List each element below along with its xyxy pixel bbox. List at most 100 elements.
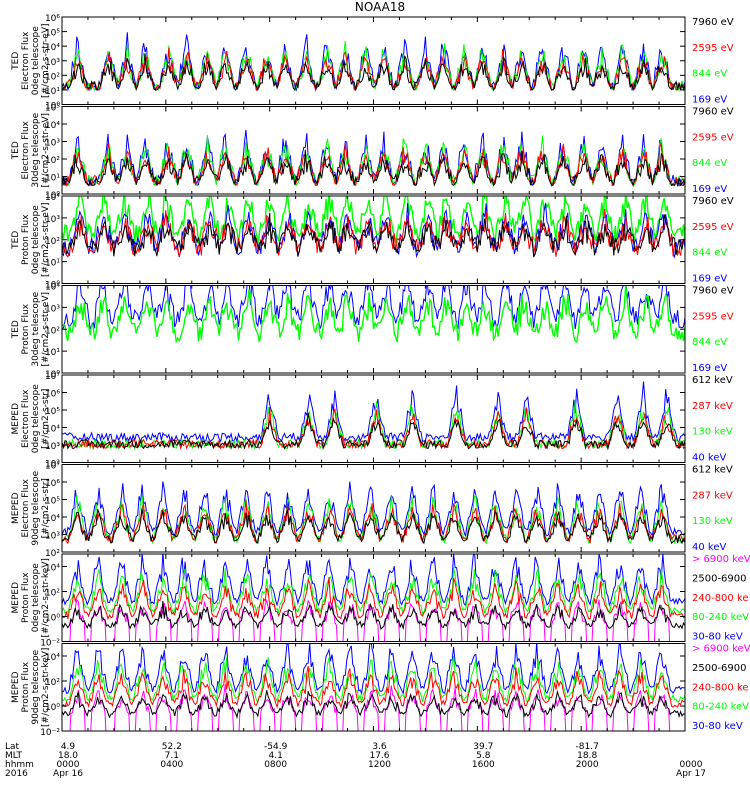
footer-tick-value: -54.9 bbox=[264, 742, 288, 752]
series-line bbox=[62, 499, 685, 545]
series-line bbox=[62, 285, 685, 344]
y-tick-label: 10² bbox=[45, 72, 60, 82]
y-tick-label: 10³ bbox=[45, 532, 60, 542]
panel-5: 10² 10³ 10⁴ 10⁵ 10⁶ 10⁷ MEPEDElectron Flux0deg… bbox=[11, 372, 733, 470]
legend-entry: > 6900 keV bbox=[692, 554, 750, 565]
y-tick-label: 10¹ bbox=[45, 174, 60, 184]
legend-entry: 80-240 keV bbox=[692, 612, 749, 623]
legend-entry: 169 eV bbox=[692, 184, 727, 195]
y-tick-label: 10⁶ bbox=[45, 390, 60, 400]
panel-8-series bbox=[62, 643, 685, 731]
legend-entry: 612 keV bbox=[692, 465, 733, 476]
y-tick-label: 10⁷ bbox=[45, 372, 60, 382]
y-axis-label: MEPEDProton Flux0deg telescope[#/cm2-s-s… bbox=[11, 558, 51, 637]
y-axis-label: TEDElectron Flux30deg telescope[#/cm2-s-… bbox=[11, 112, 51, 187]
y-tick-label: 10² bbox=[45, 589, 60, 599]
legend-entry: 612 keV bbox=[692, 375, 733, 386]
panel-6-series bbox=[62, 481, 685, 545]
y-axis-label-line: Electron Flux bbox=[21, 478, 31, 537]
y-axis-label-line: Proton Flux bbox=[21, 661, 31, 712]
y-tick-label: 10⁴ bbox=[45, 514, 60, 524]
y-axis-label-line: [#/cm2-s-str-keV] bbox=[41, 648, 51, 727]
series-line bbox=[62, 600, 685, 631]
y-axis-label-line: 90deg telescope bbox=[31, 649, 41, 724]
footer-row-label: Lat bbox=[5, 742, 20, 752]
y-axis-label-line: Proton Flux bbox=[21, 572, 31, 623]
footer-tick-value: 17.6 bbox=[369, 751, 389, 761]
y-axis-label-line: TED bbox=[11, 141, 21, 160]
y-axis-label: MEPEDProton Flux90deg telescope[#/cm2-s-… bbox=[11, 648, 51, 727]
legend-entry: 240-800 ke bbox=[692, 593, 749, 604]
footer-tick-value: 7.1 bbox=[165, 751, 179, 761]
legend-entry: 7960 eV bbox=[692, 107, 734, 118]
y-tick-label: 10⁴ bbox=[45, 425, 60, 435]
series-line bbox=[62, 285, 685, 331]
y-tick-label: 10⁰ bbox=[45, 614, 60, 624]
y-tick-label: 10³ bbox=[45, 139, 60, 149]
series-line bbox=[62, 412, 685, 451]
y-tick-label: 10² bbox=[45, 237, 60, 247]
legend-entry: 844 eV bbox=[692, 248, 727, 259]
footer-tick-value: 52.2 bbox=[162, 742, 182, 752]
y-tick-label: 10² bbox=[45, 460, 60, 470]
y-axis-label-line: MEPED bbox=[11, 492, 21, 524]
footer-tick-value: 5.8 bbox=[476, 751, 491, 761]
series-line bbox=[62, 212, 685, 258]
y-axis-label-line: [#/cm2-s-str-keV] bbox=[41, 558, 51, 637]
y-tick-label: 10⁶ bbox=[45, 479, 60, 489]
footer-tick-value: 2000 bbox=[576, 760, 599, 770]
y-axis-label-line: 0deg telescope bbox=[31, 26, 41, 96]
footer-tick-value: 39.7 bbox=[473, 742, 493, 752]
legend-entry: 2595 eV bbox=[692, 43, 734, 54]
y-axis-label-line: [#/cm2-s-str-eV] bbox=[41, 202, 51, 277]
series-line bbox=[62, 208, 685, 258]
legend-entry: 130 keV bbox=[692, 427, 733, 438]
y-tick-label: 10³ bbox=[45, 304, 60, 314]
legend-entry: 30-80 keV bbox=[692, 632, 743, 643]
y-tick-label: 10⁰ bbox=[45, 703, 60, 713]
y-axis-label-line: MEPED bbox=[11, 582, 21, 614]
y-axis-label-line: Electron Flux bbox=[21, 389, 31, 448]
y-axis-label-line: MEPED bbox=[11, 671, 21, 703]
y-tick-label: 10² bbox=[45, 549, 60, 559]
legend-entry: 40 keV bbox=[692, 453, 726, 464]
y-tick-label: 10⁶ bbox=[45, 14, 60, 24]
footer-tick-value: 0000 bbox=[680, 760, 703, 770]
y-axis-label-line: MEPED bbox=[11, 403, 21, 435]
footer-row-label: hhmm bbox=[5, 760, 34, 770]
panel-4-series bbox=[62, 285, 685, 344]
series-line bbox=[62, 143, 685, 188]
panel-1-series bbox=[62, 32, 685, 92]
panel-3-series bbox=[62, 196, 685, 259]
y-axis-label-line: TED bbox=[11, 320, 21, 339]
legend-entry: 2595 eV bbox=[692, 132, 734, 143]
y-tick-label: 10¹ bbox=[45, 87, 60, 97]
footer-tick-value: Apr 16 bbox=[53, 769, 83, 779]
panel-2-series bbox=[62, 129, 685, 188]
y-tick-label: 10¹ bbox=[45, 348, 60, 358]
y-axis-label-line: 30deg telescope bbox=[31, 291, 41, 366]
y-tick-label: 10² bbox=[45, 326, 60, 336]
series-line bbox=[62, 134, 685, 188]
y-axis-label-line: 0deg telescope bbox=[31, 205, 41, 275]
footer-tick-value: 4.1 bbox=[269, 751, 283, 761]
y-axis-label-line: Proton Flux bbox=[21, 303, 31, 354]
legend-entry: 7960 eV bbox=[692, 17, 734, 28]
footer-tick-value: Apr 17 bbox=[676, 769, 706, 779]
y-axis-label-line: [#/cm2-s-str] bbox=[41, 389, 51, 449]
y-axis-label-line: [#/cm2-s-str-eV] bbox=[41, 113, 51, 188]
legend-entry: 844 eV bbox=[692, 158, 727, 169]
series-line bbox=[62, 508, 685, 545]
series-line bbox=[62, 665, 685, 709]
legend-entry: 169 eV bbox=[692, 274, 727, 285]
footer-tick-value: 18.0 bbox=[58, 751, 78, 761]
y-tick-label: 10⁴ bbox=[45, 564, 60, 574]
y-axis-label-line: TED bbox=[11, 52, 21, 71]
footer-tick-value: 3.6 bbox=[372, 742, 387, 752]
legend-entry: 7960 eV bbox=[692, 196, 734, 207]
